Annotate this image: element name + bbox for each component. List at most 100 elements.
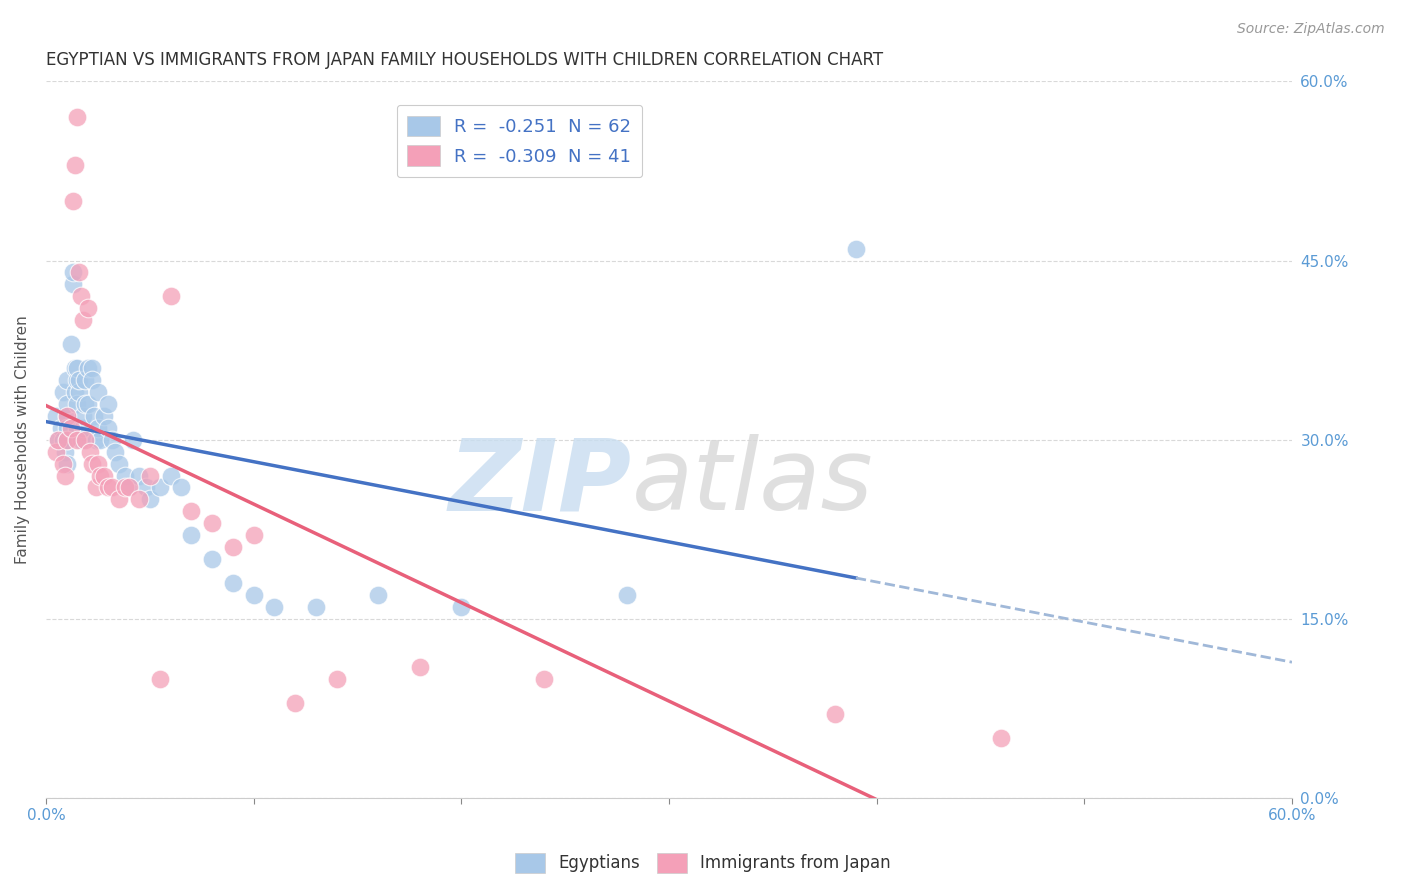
Point xyxy=(990,731,1012,746)
Text: atlas: atlas xyxy=(631,434,873,532)
Point xyxy=(409,659,432,673)
Point xyxy=(89,433,111,447)
Point xyxy=(48,433,70,447)
Point xyxy=(67,384,90,399)
Point xyxy=(201,552,224,566)
Point xyxy=(66,421,89,435)
Point xyxy=(55,409,77,423)
Point xyxy=(107,457,129,471)
Point xyxy=(66,397,89,411)
Point xyxy=(72,313,94,327)
Point xyxy=(149,672,172,686)
Text: EGYPTIAN VS IMMIGRANTS FROM JAPAN FAMILY HOUSEHOLDS WITH CHILDREN CORRELATION CH: EGYPTIAN VS IMMIGRANTS FROM JAPAN FAMILY… xyxy=(46,51,883,69)
Text: Source: ZipAtlas.com: Source: ZipAtlas.com xyxy=(1237,22,1385,37)
Point xyxy=(76,397,98,411)
Point xyxy=(48,433,70,447)
Point xyxy=(67,373,90,387)
Point xyxy=(45,409,67,423)
Point xyxy=(367,588,389,602)
Point xyxy=(66,110,89,124)
Point xyxy=(62,194,84,208)
Point xyxy=(180,528,202,542)
Point xyxy=(222,576,245,591)
Point xyxy=(84,481,107,495)
Point xyxy=(52,433,75,447)
Point xyxy=(83,409,105,423)
Point xyxy=(55,433,77,447)
Point xyxy=(325,672,347,686)
Point xyxy=(128,492,150,507)
Point xyxy=(135,481,157,495)
Point xyxy=(62,277,84,292)
Point xyxy=(72,409,94,423)
Point xyxy=(66,433,89,447)
Point xyxy=(55,397,77,411)
Point xyxy=(70,433,93,447)
Point xyxy=(55,457,77,471)
Point xyxy=(63,384,86,399)
Point xyxy=(114,481,136,495)
Point xyxy=(59,337,82,351)
Point xyxy=(84,433,107,447)
Point xyxy=(118,481,141,495)
Point xyxy=(128,468,150,483)
Point xyxy=(53,468,76,483)
Point xyxy=(75,397,97,411)
Point xyxy=(159,289,181,303)
Point xyxy=(122,433,145,447)
Point xyxy=(75,433,97,447)
Point xyxy=(149,481,172,495)
Point xyxy=(49,421,72,435)
Point xyxy=(159,468,181,483)
Point xyxy=(101,433,124,447)
Point xyxy=(222,540,245,554)
Point xyxy=(80,457,103,471)
Point xyxy=(55,421,77,435)
Point xyxy=(59,421,82,435)
Point xyxy=(66,361,89,376)
Point xyxy=(533,672,555,686)
Point xyxy=(284,696,307,710)
Point xyxy=(52,384,75,399)
Point xyxy=(242,588,264,602)
Point xyxy=(80,361,103,376)
Point xyxy=(97,397,120,411)
Point xyxy=(93,468,115,483)
Point xyxy=(89,468,111,483)
Point xyxy=(201,516,224,531)
Point xyxy=(305,599,328,614)
Point xyxy=(139,468,162,483)
Legend: Egyptians, Immigrants from Japan: Egyptians, Immigrants from Japan xyxy=(509,847,897,880)
Point xyxy=(450,599,472,614)
Point xyxy=(76,361,98,376)
Point xyxy=(242,528,264,542)
Point xyxy=(66,373,89,387)
Point xyxy=(63,361,86,376)
Point xyxy=(139,492,162,507)
Point xyxy=(97,421,120,435)
Point xyxy=(55,409,77,423)
Point xyxy=(55,373,77,387)
Point xyxy=(845,242,868,256)
Point xyxy=(87,421,110,435)
Point xyxy=(76,301,98,316)
Point xyxy=(70,289,93,303)
Point xyxy=(170,481,193,495)
Point xyxy=(97,481,120,495)
Point xyxy=(55,433,77,447)
Point xyxy=(87,384,110,399)
Point xyxy=(616,588,638,602)
Point xyxy=(107,492,129,507)
Point xyxy=(87,457,110,471)
Point xyxy=(62,265,84,279)
Point xyxy=(180,504,202,518)
Point xyxy=(103,444,125,458)
Point xyxy=(45,444,67,458)
Point xyxy=(824,707,846,722)
Point xyxy=(118,481,141,495)
Point xyxy=(53,444,76,458)
Point xyxy=(114,468,136,483)
Point xyxy=(79,444,101,458)
Point xyxy=(101,481,124,495)
Legend: R =  -0.251  N = 62, R =  -0.309  N = 41: R = -0.251 N = 62, R = -0.309 N = 41 xyxy=(396,104,643,178)
